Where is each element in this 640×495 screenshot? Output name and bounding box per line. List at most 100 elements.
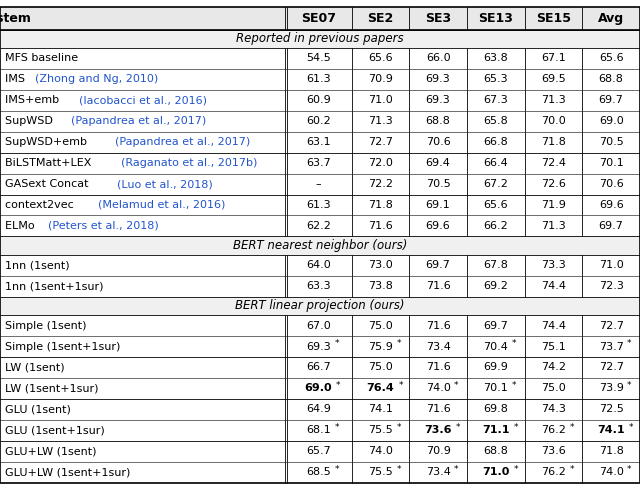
Text: (Zhong and Ng, 2010): (Zhong and Ng, 2010) — [35, 74, 158, 84]
Text: 63.7: 63.7 — [306, 158, 331, 168]
Text: 70.6: 70.6 — [599, 179, 623, 189]
Text: 69.2: 69.2 — [483, 281, 508, 291]
Text: BiLSTMatt+LEX: BiLSTMatt+LEX — [5, 158, 95, 168]
Text: 73.3: 73.3 — [541, 260, 566, 270]
Text: 67.3: 67.3 — [483, 95, 508, 105]
Text: 67.2: 67.2 — [483, 179, 508, 189]
Text: 71.3: 71.3 — [541, 221, 566, 231]
Text: 66.8: 66.8 — [483, 137, 508, 147]
Text: *: * — [513, 464, 518, 474]
Text: 66.7: 66.7 — [306, 362, 331, 372]
Text: 74.4: 74.4 — [541, 321, 566, 331]
Text: 64.9: 64.9 — [306, 404, 331, 414]
Text: (Raganato et al., 2017b): (Raganato et al., 2017b) — [121, 158, 257, 168]
Text: 60.9: 60.9 — [306, 95, 331, 105]
Text: 65.8: 65.8 — [483, 116, 508, 126]
Text: 73.0: 73.0 — [368, 260, 393, 270]
Text: –: – — [316, 179, 321, 189]
Text: 69.0: 69.0 — [599, 116, 623, 126]
Text: 65.7: 65.7 — [306, 446, 331, 456]
Text: *: * — [512, 381, 516, 390]
Text: *: * — [627, 381, 632, 390]
Text: 71.6: 71.6 — [426, 404, 451, 414]
Text: Avg: Avg — [598, 12, 624, 25]
Text: 68.8: 68.8 — [483, 446, 508, 456]
Text: 69.6: 69.6 — [426, 221, 451, 231]
Text: 70.9: 70.9 — [368, 74, 393, 84]
Text: SE2: SE2 — [367, 12, 394, 25]
Text: context2vec: context2vec — [5, 200, 77, 210]
Text: *: * — [570, 464, 574, 474]
Text: (Iacobacci et al., 2016): (Iacobacci et al., 2016) — [79, 95, 207, 105]
Text: MFS baseline: MFS baseline — [5, 53, 78, 63]
Text: 74.2: 74.2 — [541, 362, 566, 372]
Text: 72.4: 72.4 — [541, 158, 566, 168]
Text: 69.3: 69.3 — [426, 74, 451, 84]
Text: *: * — [336, 381, 340, 390]
Text: *: * — [629, 423, 634, 432]
Text: 70.9: 70.9 — [426, 446, 451, 456]
Text: 68.8: 68.8 — [599, 74, 623, 84]
Text: 70.5: 70.5 — [426, 179, 451, 189]
Text: SE13: SE13 — [478, 12, 513, 25]
Text: 62.2: 62.2 — [306, 221, 331, 231]
Text: 75.5: 75.5 — [368, 467, 393, 477]
Text: 71.8: 71.8 — [599, 446, 623, 456]
Text: BERT nearest neighbor (ours): BERT nearest neighbor (ours) — [233, 239, 407, 252]
Text: 72.3: 72.3 — [599, 281, 623, 291]
Text: 69.6: 69.6 — [599, 200, 623, 210]
Text: 63.3: 63.3 — [306, 281, 331, 291]
Text: 71.1: 71.1 — [482, 425, 509, 435]
Text: 70.4: 70.4 — [483, 342, 508, 351]
Text: 71.3: 71.3 — [368, 116, 393, 126]
Text: BERT linear projection (ours): BERT linear projection (ours) — [236, 299, 404, 312]
Text: 69.1: 69.1 — [426, 200, 451, 210]
Text: SupWSD+emb: SupWSD+emb — [5, 137, 90, 147]
Text: GASext Concat: GASext Concat — [5, 179, 92, 189]
Text: 73.9: 73.9 — [599, 384, 623, 394]
Text: 66.0: 66.0 — [426, 53, 451, 63]
Text: 67.8: 67.8 — [483, 260, 508, 270]
Text: 70.1: 70.1 — [599, 158, 623, 168]
Text: (Papandrea et al., 2017): (Papandrea et al., 2017) — [115, 137, 250, 147]
Text: System: System — [0, 12, 31, 25]
Text: 75.9: 75.9 — [368, 342, 393, 351]
Text: 71.6: 71.6 — [426, 281, 451, 291]
Text: 71.8: 71.8 — [541, 137, 566, 147]
Text: IMS: IMS — [5, 74, 28, 84]
Text: 71.0: 71.0 — [482, 467, 509, 477]
Text: 69.7: 69.7 — [483, 321, 508, 331]
Bar — [0, 30, 640, 48]
Text: 71.0: 71.0 — [599, 260, 623, 270]
Text: 70.1: 70.1 — [483, 384, 508, 394]
Text: SE07: SE07 — [301, 12, 336, 25]
Text: 74.1: 74.1 — [597, 425, 625, 435]
Text: 71.8: 71.8 — [368, 200, 393, 210]
Text: 69.5: 69.5 — [541, 74, 566, 84]
Text: *: * — [454, 464, 459, 474]
Text: 71.6: 71.6 — [426, 321, 451, 331]
Text: 69.3: 69.3 — [426, 95, 451, 105]
Text: 60.2: 60.2 — [306, 116, 331, 126]
Text: 75.5: 75.5 — [368, 425, 393, 435]
Text: LW (1sent): LW (1sent) — [5, 362, 65, 372]
Text: 66.2: 66.2 — [483, 221, 508, 231]
Text: 76.2: 76.2 — [541, 425, 566, 435]
Text: 63.8: 63.8 — [483, 53, 508, 63]
Text: 63.1: 63.1 — [306, 137, 331, 147]
Text: 71.6: 71.6 — [368, 221, 393, 231]
Text: GLU+LW (1sent): GLU+LW (1sent) — [5, 446, 96, 456]
Text: GLU (1sent+1sur): GLU (1sent+1sur) — [5, 425, 104, 435]
Text: *: * — [454, 381, 459, 390]
Text: 71.0: 71.0 — [368, 95, 393, 105]
Text: 76.4: 76.4 — [367, 384, 394, 394]
Text: (Peters et al., 2018): (Peters et al., 2018) — [47, 221, 158, 231]
Text: 65.6: 65.6 — [483, 200, 508, 210]
Text: 68.1: 68.1 — [306, 425, 331, 435]
Text: 73.6: 73.6 — [424, 425, 452, 435]
Text: *: * — [627, 339, 632, 348]
Text: *: * — [396, 339, 401, 348]
Text: 75.1: 75.1 — [541, 342, 566, 351]
Text: 66.4: 66.4 — [483, 158, 508, 168]
Text: *: * — [512, 339, 516, 348]
